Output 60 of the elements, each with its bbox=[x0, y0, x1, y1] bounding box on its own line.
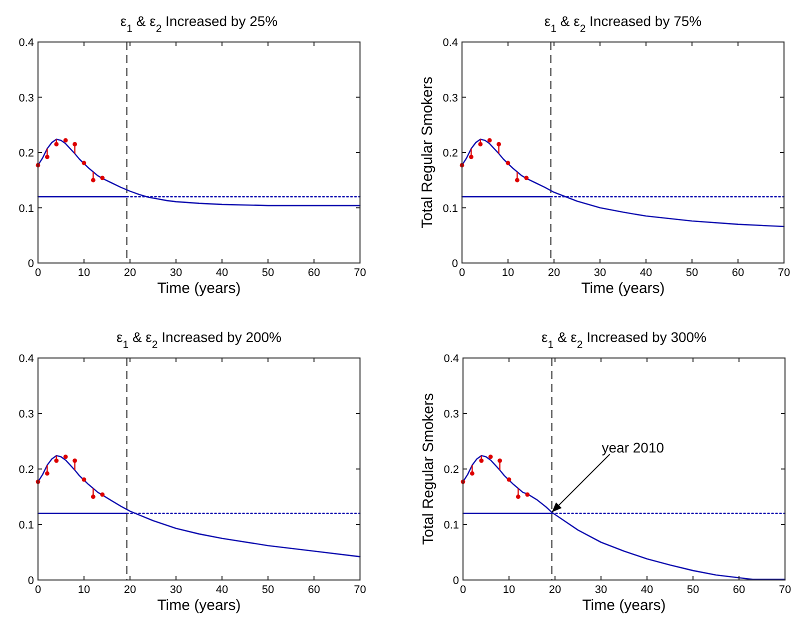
y-tick-label: 0.3 bbox=[18, 92, 34, 104]
x-tick-label: 20 bbox=[124, 584, 136, 596]
x-tick-label: 10 bbox=[502, 584, 516, 596]
x-tick-label: 70 bbox=[778, 584, 791, 596]
x-axis-title: Time (years) bbox=[581, 280, 665, 297]
x-tick-label: 50 bbox=[686, 267, 698, 279]
y-tick-label: 0.2 bbox=[444, 464, 459, 476]
y-axis-title: Total Regular Smokers bbox=[420, 393, 437, 545]
x-tick-label: 60 bbox=[732, 584, 746, 596]
y-tick-label: 0.1 bbox=[18, 520, 34, 532]
x-tick-label: 20 bbox=[124, 267, 136, 279]
x-axis-title: Time (years) bbox=[157, 280, 241, 297]
chart-title: ε$_{1}$ & ε$_{2}$ Increased by 300% bbox=[541, 329, 707, 351]
x-tick-label: 30 bbox=[594, 584, 608, 596]
y-axis-title: Total Regular Smokers bbox=[419, 76, 436, 228]
x-tick-label: 70 bbox=[354, 267, 366, 279]
y-tick-label: 0 bbox=[452, 575, 459, 587]
y-tick-label: 0.4 bbox=[18, 37, 34, 49]
x-tick-label: 50 bbox=[262, 584, 274, 596]
y-tick-label: 0.3 bbox=[442, 92, 458, 104]
x-tick-label: 10 bbox=[78, 584, 90, 596]
chart-title: ε$_{1}$ & ε$_{2}$ Increased by 200% bbox=[116, 329, 282, 351]
x-tick-label: 60 bbox=[308, 584, 320, 596]
y-tick-label: 0.2 bbox=[442, 148, 458, 160]
y-tick-label: 0.4 bbox=[442, 37, 458, 49]
x-tick-label: 30 bbox=[170, 584, 182, 596]
annotation: year 2010 bbox=[602, 439, 664, 456]
y-tick-label: 0 bbox=[452, 258, 458, 270]
x-tick-label: 40 bbox=[640, 267, 652, 279]
x-tick-label: 10 bbox=[78, 267, 90, 279]
y-tick-label: 0.1 bbox=[442, 202, 458, 215]
y-tick-label: 0.1 bbox=[18, 202, 34, 215]
x-axis-title: Time (years) bbox=[157, 597, 241, 614]
x-tick-label: 20 bbox=[548, 267, 560, 279]
y-tick-label: 0.4 bbox=[444, 353, 459, 365]
y-tick-label: 0.4 bbox=[18, 353, 34, 365]
chart-title: ε$_{1}$ & ε$_{2}$ Increased by 25% bbox=[120, 13, 278, 35]
x-tick-label: 40 bbox=[216, 584, 228, 596]
y-tick-label: 0 bbox=[28, 258, 34, 270]
x-tick-label: 40 bbox=[640, 584, 654, 596]
x-tick-label: 60 bbox=[732, 267, 744, 279]
x-tick-label: 50 bbox=[262, 267, 274, 279]
y-tick-label: 0.2 bbox=[18, 148, 34, 160]
y-tick-label: 0.2 bbox=[18, 464, 34, 476]
x-tick-label: 20 bbox=[548, 584, 562, 596]
y-tick-label: 0.3 bbox=[444, 408, 459, 420]
x-tick-label: 70 bbox=[354, 584, 366, 596]
x-tick-label: 60 bbox=[308, 267, 320, 279]
chart-title: ε$_{1}$ & ε$_{2}$ Increased by 75% bbox=[544, 13, 702, 35]
x-tick-label: 30 bbox=[170, 267, 182, 279]
x-tick-label: 70 bbox=[778, 267, 790, 279]
x-tick-label: 30 bbox=[594, 267, 606, 279]
x-axis-title: Time (years) bbox=[582, 597, 666, 614]
y-tick-label: 0 bbox=[28, 575, 34, 587]
x-tick-label: 0 bbox=[460, 584, 466, 596]
x-tick-label: 10 bbox=[502, 267, 514, 279]
x-tick-label: 50 bbox=[686, 584, 700, 596]
x-tick-label: 40 bbox=[216, 267, 228, 279]
y-tick-label: 0.1 bbox=[444, 520, 459, 532]
y-tick-label: 0.3 bbox=[18, 408, 34, 420]
